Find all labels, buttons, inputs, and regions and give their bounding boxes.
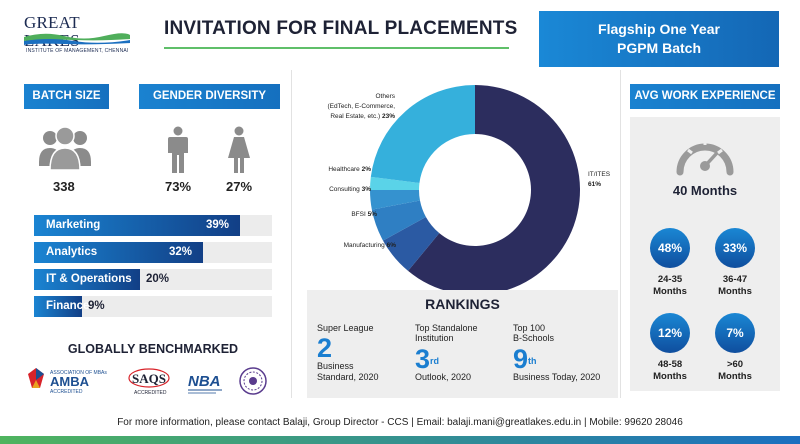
column-divider — [291, 70, 292, 398]
specialization-bar: Finance 9% — [34, 296, 272, 317]
nba-logo: NBA — [188, 373, 222, 394]
amba-top-text: ASSOCIATION OF MBAs — [50, 370, 107, 376]
bar-percentage: 39% — [206, 219, 230, 231]
ranking-label: Top Standalone — [415, 323, 478, 333]
batch-size-value: 338 — [53, 179, 75, 194]
page-title: INVITATION FOR FINAL PLACEMENTS — [164, 18, 518, 39]
rankings-title: RANKINGS — [425, 296, 500, 312]
donut-slice-bfsi — [371, 200, 426, 241]
ranking-number: 2 — [317, 333, 333, 363]
avg-experience-badge: AVG WORK EXPERIENCE — [630, 84, 780, 109]
experience-panel: 40 Months 48% 33% 24-35 Months 36-47 Month… — [630, 117, 780, 391]
flagship-banner: Flagship One Year PGPM Batch — [539, 11, 779, 67]
ranking-label: B-Schools — [513, 333, 555, 343]
donut-label-others: Others (EdTech, E-Commerce, Real Estate,… — [327, 93, 395, 120]
female-percentage: 27% — [226, 179, 253, 194]
experience-range-label: 24-35 Months — [653, 274, 687, 297]
male-figure-icon — [168, 126, 188, 173]
donut-slice-itites — [408, 85, 580, 295]
bar-percentage: 20% — [146, 273, 170, 285]
footer-gradient-bar — [0, 436, 800, 444]
amba-name-text: AMBA — [50, 374, 90, 389]
benchmarked-title: GLOBALLY BENCHMARKED — [67, 342, 239, 356]
experience-range-label: >60 Months — [718, 359, 752, 382]
saqs-name-text: SAQS — [132, 371, 166, 386]
donut-slice-consulting — [370, 190, 420, 210]
ranking-number: 9 — [513, 344, 529, 374]
experience-pct-circle: 12% — [650, 313, 690, 353]
donut-label-it-ites: IT/ITES 61% — [588, 171, 611, 188]
bar-percentage: 32% — [169, 246, 193, 258]
donut-slice-others — [370, 85, 475, 183]
amba-sub-text: ACCREDITED — [50, 389, 83, 395]
nba-name-text: NBA — [188, 373, 221, 390]
saqs-sub-text: ACCREDITED — [134, 390, 167, 396]
great-lakes-logo: GREAT LAKES INSTITUTE OF MANAGEMENT, CHE… — [24, 14, 134, 54]
donut-slice-healthcare — [370, 176, 420, 190]
ranking-item: Top Standalone Institution 3rd Outlook, … — [415, 323, 515, 383]
bar-fill — [34, 242, 203, 263]
amba-logo: ASSOCIATION OF MBAs AMBA ACCREDITED — [28, 368, 107, 395]
nirf-seal-logo — [239, 367, 267, 395]
bar-fill — [34, 215, 240, 236]
ranking-source: Standard, 2020 — [317, 372, 379, 382]
batch-size-badge: BATCH SIZE — [24, 84, 109, 109]
speedometer-icon — [676, 140, 734, 176]
donut-label-consulting: Consulting 3% — [329, 186, 371, 193]
bar-label: IT & Operations — [46, 273, 132, 285]
saqs-logo: SAQS ACCREDITED — [128, 368, 170, 396]
flagship-line2: PGPM Batch — [616, 40, 701, 56]
donut-label-healthcare: Healthcare 2% — [328, 166, 371, 173]
bar-label: Finance — [46, 300, 90, 312]
logo-subtitle: INSTITUTE OF MANAGEMENT, CHENNAI — [26, 48, 129, 54]
ranking-item: Top 100 B-Schools 9th Business Today, 20… — [513, 323, 613, 383]
ranking-item: Super League 2 Business Standard, 2020 — [317, 323, 417, 383]
ranking-source: Business — [317, 361, 354, 371]
experience-range-label: 48-58 Months — [653, 359, 687, 382]
bar-percentage: 9% — [88, 300, 105, 312]
avg-experience-value: 40 Months — [672, 183, 738, 198]
title-underline — [164, 47, 509, 49]
donut-slice-manufacturing — [382, 216, 440, 271]
specialization-bar: Marketing 39% — [34, 215, 272, 236]
male-percentage: 73% — [165, 179, 192, 194]
gender-diversity-badge: GENDER DIVERSITY — [139, 84, 280, 109]
rankings-panel: RANKINGS Super League 2 Business Standar… — [307, 290, 618, 398]
specialization-bar: Analytics 32% — [34, 242, 272, 263]
donut-label-bfsi: BFSI 5% — [351, 211, 377, 218]
industry-donut-chart — [370, 85, 580, 295]
ranking-label: Institution — [415, 333, 454, 343]
contact-footer: For more information, please contact Bal… — [117, 417, 683, 428]
ranking-source: Outlook, 2020 — [415, 372, 472, 382]
female-figure-icon — [228, 126, 250, 173]
flagship-line1: Flagship One Year — [598, 21, 720, 37]
experience-pct-circle: 33% — [715, 228, 755, 268]
bar-fill — [34, 296, 82, 317]
experience-range-label: 36-47 Months — [718, 274, 752, 297]
ranking-number: 3 — [415, 344, 431, 374]
bar-fill — [34, 269, 140, 290]
lake-waves-icon — [24, 33, 130, 45]
people-group-icon — [39, 126, 91, 170]
ranking-source: Business Today, 2020 — [513, 372, 601, 382]
experience-pct-circle: 48% — [650, 228, 690, 268]
donut-label-manufacturing: Manufacturing 6% — [343, 242, 396, 249]
bar-label: Marketing — [46, 219, 101, 231]
ranking-label: Super League — [317, 323, 374, 333]
bar-label: Analytics — [46, 246, 98, 258]
specialization-bar: IT & Operations 20% — [34, 269, 272, 290]
ranking-label: Top 100 — [513, 323, 546, 333]
column-divider — [620, 70, 621, 398]
experience-pct-circle: 7% — [715, 313, 755, 353]
